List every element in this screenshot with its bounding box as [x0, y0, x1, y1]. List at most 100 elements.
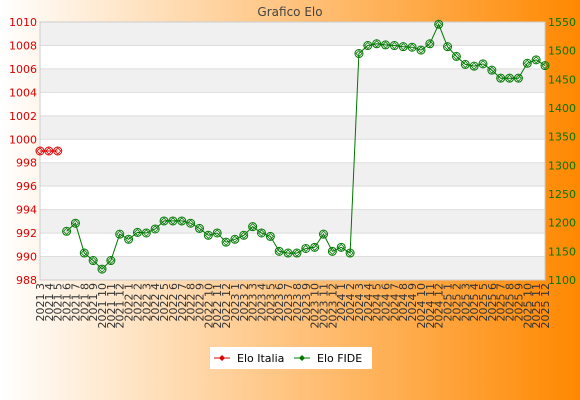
x-tick-label: 2024 10 [415, 283, 428, 329]
data-point [186, 218, 196, 228]
data-point [319, 229, 329, 239]
data-point [44, 146, 54, 156]
data-point [487, 65, 497, 75]
series-elo-italia [35, 146, 63, 156]
data-point [177, 216, 187, 226]
data-point [336, 242, 346, 252]
x-tick-label: 2025 5 [477, 283, 490, 322]
plot-band [40, 256, 545, 280]
right-tick-label: 1400 [548, 102, 576, 115]
data-point-marker [107, 256, 115, 265]
x-tick-label: 2024 4 [362, 283, 375, 322]
data-point [168, 216, 178, 226]
data-point-marker [390, 41, 398, 50]
data-point-marker [461, 60, 469, 68]
x-tick-label: 2024 1 [335, 283, 348, 322]
right-tick-label: 1350 [548, 131, 576, 144]
x-tick-label: 2021 5 [52, 283, 65, 322]
x-tick-label: 2025 9 [512, 283, 525, 322]
left-tick-label: 990 [16, 251, 37, 264]
data-point-marker [399, 43, 407, 51]
data-point-marker [408, 43, 416, 51]
x-tick-label: 2023 11 [318, 283, 331, 329]
data-point [398, 42, 408, 52]
right-tick-label: 1450 [548, 73, 576, 86]
left-tick-label: 1010 [9, 16, 37, 29]
data-point-marker [532, 56, 540, 64]
x-tick-label: 2024 12 [433, 283, 446, 329]
x-tick-label: 2025 3 [459, 283, 472, 322]
data-point [531, 55, 541, 65]
data-point-marker [355, 49, 363, 58]
data-point-marker [435, 20, 443, 28]
data-point-marker [142, 229, 150, 237]
data-point-marker [373, 40, 381, 48]
x-tick-label: 2024 8 [397, 283, 410, 322]
data-point-marker [523, 59, 531, 67]
left-tick-label: 1004 [9, 86, 37, 99]
data-point [53, 146, 63, 156]
x-tick-label: 2023 4 [255, 283, 268, 322]
plot-band [40, 115, 545, 140]
data-point [124, 234, 134, 244]
left-tick-label: 998 [16, 157, 37, 170]
x-tick-label: 2024 9 [406, 283, 419, 322]
x-tick-label: 2025 12 [539, 283, 552, 329]
right-tick-label: 1300 [548, 159, 576, 172]
data-point-marker [505, 74, 514, 82]
data-point-marker [311, 243, 319, 251]
right-tick-label: 1100 [548, 274, 576, 287]
x-tick-label: 2025 4 [468, 283, 481, 322]
x-tick-label: 2023 7 [282, 283, 295, 322]
x-tick-label: 2023 6 [273, 283, 286, 322]
data-point [469, 61, 479, 71]
data-point [239, 230, 249, 240]
data-point [478, 59, 488, 69]
data-point [115, 229, 125, 239]
data-point [425, 39, 435, 49]
data-point [389, 41, 399, 51]
data-point-marker [452, 52, 460, 60]
data-point [513, 73, 523, 83]
data-point-marker [346, 249, 354, 257]
series-layer [35, 19, 550, 274]
data-point-marker [426, 40, 434, 48]
left-tick-label: 992 [16, 227, 37, 240]
data-point-marker [169, 217, 177, 225]
plot-area [39, 21, 546, 281]
x-tick-label: 2022 12 [220, 283, 233, 329]
plot-band [40, 68, 545, 93]
data-point-marker [364, 41, 372, 50]
data-point [159, 216, 169, 226]
data-point-marker [98, 265, 106, 273]
legend-entry: Elo Italia [214, 352, 284, 365]
data-point [230, 234, 240, 244]
x-tick-label: 2023 10 [309, 283, 322, 329]
legend-label: Elo FIDE [317, 352, 362, 365]
x-tick-label: 2025 6 [486, 283, 499, 322]
data-point [132, 227, 142, 237]
data-point-marker [151, 225, 159, 233]
data-point-marker [54, 147, 62, 155]
data-point-marker [257, 229, 266, 237]
x-tick-label: 2025 11 [530, 283, 543, 329]
data-point [540, 61, 550, 71]
series-elo-fide [62, 19, 550, 274]
data-point-marker [178, 217, 186, 225]
x-tick-label: 2022 5 [158, 283, 171, 322]
data-point [443, 42, 453, 52]
data-point [256, 228, 266, 238]
data-point [106, 256, 116, 266]
data-point [88, 256, 98, 266]
left-tick-label: 994 [16, 204, 37, 217]
data-point [451, 51, 461, 61]
x-tick-label: 2021 8 [78, 283, 91, 322]
left-tick-label: 1002 [9, 110, 37, 123]
left-tick-label: 1008 [9, 39, 37, 52]
x-tick-label: 2022 7 [176, 283, 189, 322]
x-tick-label: 2023 2 [238, 283, 251, 322]
legend-swatch-marker [299, 355, 305, 361]
data-point [70, 218, 80, 228]
x-tick-label: 2025 2 [450, 283, 463, 322]
data-point-marker [249, 223, 257, 231]
